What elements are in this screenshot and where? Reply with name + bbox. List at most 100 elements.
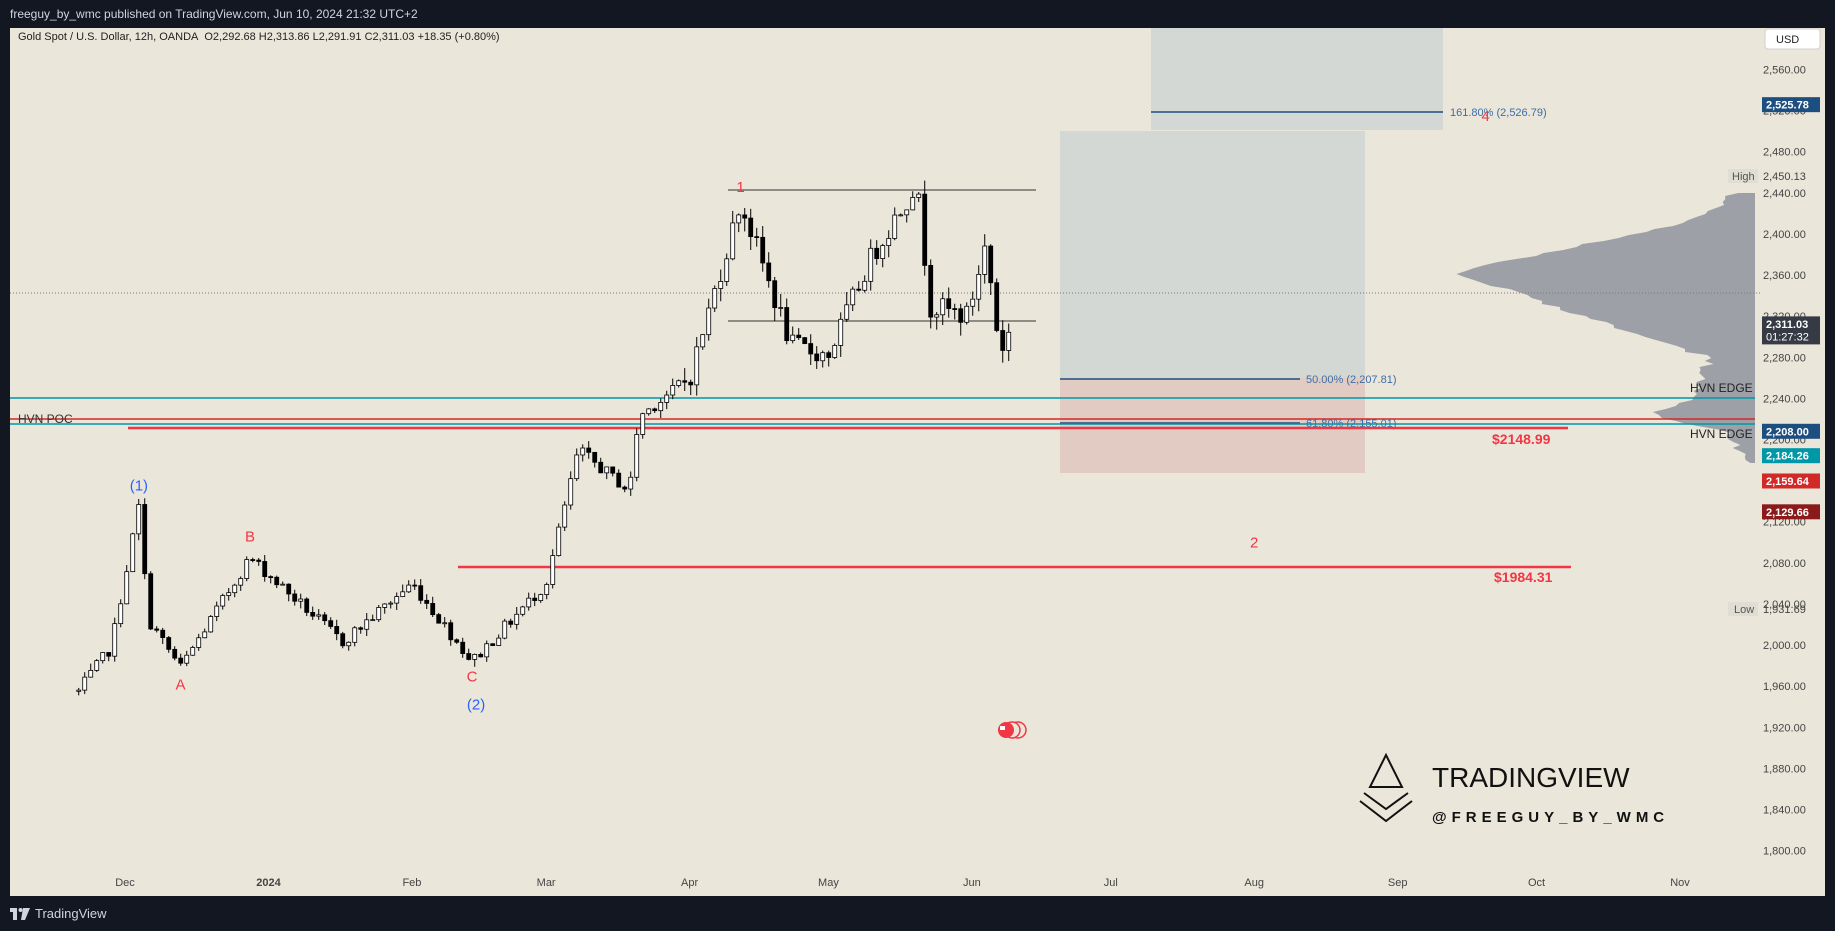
candle xyxy=(340,633,346,647)
candle xyxy=(604,466,610,474)
candle xyxy=(292,593,298,602)
candle xyxy=(418,585,424,601)
candle xyxy=(280,583,286,586)
fib-50-label: 50.00% (2,207.81) xyxy=(1306,374,1397,386)
candle xyxy=(322,614,328,622)
candle xyxy=(670,385,676,396)
chart-area[interactable]: 161.80% (2,526.79) 50.00% (2,207.81) 61.… xyxy=(0,28,1835,896)
y-tick-label: 2,080.00 xyxy=(1763,558,1806,570)
candle xyxy=(922,193,928,266)
price-tag-label: 2,184.26 xyxy=(1766,451,1809,463)
candle xyxy=(712,288,718,309)
candle xyxy=(310,612,316,617)
candle xyxy=(958,308,964,323)
candle xyxy=(430,603,436,616)
candle xyxy=(952,308,958,310)
candle xyxy=(862,280,868,291)
candle xyxy=(748,217,754,238)
publish-line: freeguy_by_wmc published on TradingView.… xyxy=(10,7,418,21)
level-2148-label: $2148.99 xyxy=(1492,431,1551,447)
candle xyxy=(220,595,226,607)
candle xyxy=(910,197,916,211)
wave-label: 2 xyxy=(1250,534,1258,551)
candle xyxy=(88,669,94,678)
currency-label: USD xyxy=(1776,34,1799,46)
candle xyxy=(526,597,532,608)
candle xyxy=(358,627,364,630)
price-chart[interactable]: 161.80% (2,526.79) 50.00% (2,207.81) 61.… xyxy=(0,28,1835,896)
candle xyxy=(1006,331,1012,351)
hvn-poc-label: HVN POC xyxy=(18,412,73,426)
candle xyxy=(742,214,748,219)
candle xyxy=(244,559,250,579)
candle xyxy=(664,394,670,403)
y-tick-label: 2,400.00 xyxy=(1763,229,1806,241)
fib-161-label: 161.80% (2,526.79) xyxy=(1450,107,1547,119)
candle xyxy=(976,274,982,300)
target-box-upper xyxy=(1151,28,1443,130)
chart-background xyxy=(0,28,1835,896)
candle xyxy=(682,380,688,383)
watermark-handle: @FREEGUY_BY_WMC xyxy=(1432,809,1669,826)
candle xyxy=(268,576,274,578)
candle xyxy=(250,559,256,561)
candle xyxy=(328,620,334,627)
candle xyxy=(724,258,730,282)
candle xyxy=(436,614,442,624)
y-tick-label: 2,240.00 xyxy=(1763,393,1806,405)
publish-header: freeguy_by_wmc published on TradingView.… xyxy=(0,0,1835,28)
wave-label: (1) xyxy=(130,477,148,494)
price-tag xyxy=(1762,473,1820,489)
candle xyxy=(718,281,724,289)
hvn-edge-lower-label: HVN EDGE xyxy=(1690,427,1753,441)
candle xyxy=(754,236,760,239)
currency-button[interactable]: USD xyxy=(1764,28,1821,50)
price-tag xyxy=(1762,448,1820,464)
wave-label: (2) xyxy=(467,697,485,714)
candle xyxy=(820,352,826,362)
candle xyxy=(424,599,430,604)
candle xyxy=(898,214,904,217)
low-tag xyxy=(1728,602,1758,616)
candle xyxy=(406,584,412,593)
candle xyxy=(610,466,616,474)
y-tick-label: 1,960.00 xyxy=(1763,681,1806,693)
candle xyxy=(334,626,340,635)
candle xyxy=(400,591,406,597)
tradingview-logo[interactable]: TradingView xyxy=(10,896,107,931)
candle xyxy=(286,583,292,595)
wave-label: B xyxy=(245,529,255,546)
left-frame xyxy=(0,28,10,896)
x-tick-label: Oct xyxy=(1528,877,1545,889)
candle xyxy=(628,476,634,490)
candle xyxy=(544,584,550,595)
price-tag-label: 2,311.03 xyxy=(1766,319,1808,331)
candle xyxy=(388,602,394,605)
wave-label: A xyxy=(176,677,186,694)
x-tick-label: Dec xyxy=(115,877,135,889)
candle xyxy=(946,298,952,309)
candle xyxy=(784,307,790,342)
candle xyxy=(868,247,874,282)
candle xyxy=(694,346,700,386)
candle xyxy=(442,622,448,625)
candle xyxy=(262,561,268,577)
economic-events-icon[interactable] xyxy=(998,721,1027,739)
candle xyxy=(778,307,784,309)
watermark-logo-icon xyxy=(1359,752,1413,823)
candle xyxy=(844,304,850,320)
candle xyxy=(880,245,886,259)
candle xyxy=(142,504,148,575)
candle xyxy=(904,209,910,216)
wave-label: 4 xyxy=(1481,108,1489,125)
candle xyxy=(484,643,490,658)
candle xyxy=(934,314,940,318)
y-tick-label: 2,000.00 xyxy=(1763,640,1806,652)
candle xyxy=(466,653,472,660)
time-axis[interactable]: Dec 2024 Feb Mar Apr May Jun Jul Aug Sep Oct Nov xyxy=(115,877,1690,889)
y-tick-label: 1,840.00 xyxy=(1763,805,1806,817)
price-tag-label: 2,525.78 xyxy=(1766,100,1809,112)
candle xyxy=(586,447,592,453)
candle xyxy=(298,598,304,602)
